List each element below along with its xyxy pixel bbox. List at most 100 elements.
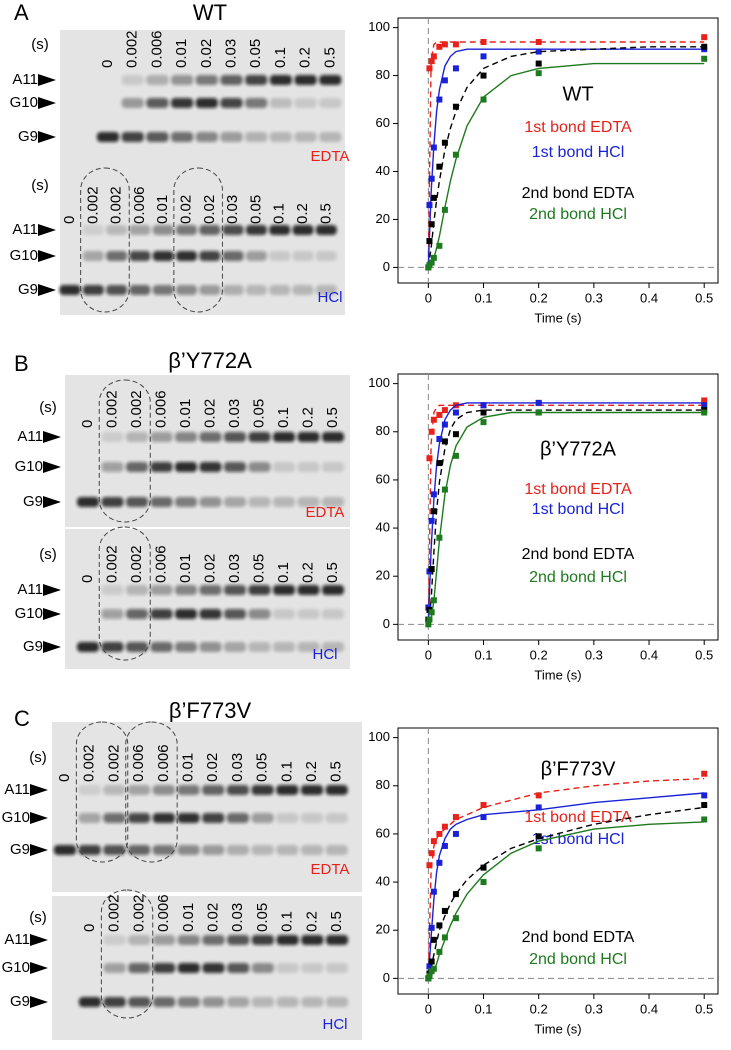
lane-label: 0.006: [155, 894, 172, 932]
legend-entry: 1st bond HCl: [532, 501, 625, 518]
lane-label: 0.002: [106, 894, 123, 932]
data-point: [430, 936, 437, 943]
gel-band: [202, 935, 225, 945]
gel-band: [101, 585, 124, 595]
x-tick-label: 0.5: [695, 290, 713, 305]
gel-band: [223, 432, 247, 442]
gel-band: [170, 75, 194, 85]
data-point: [452, 41, 459, 48]
gel-band: [251, 845, 274, 855]
data-point: [441, 823, 448, 830]
y-tick-label: 100: [368, 729, 390, 744]
y-tick-label: 40: [376, 520, 390, 535]
gel-band: [325, 997, 349, 1007]
panel-letter: A: [14, 0, 29, 25]
gel-band: [245, 75, 268, 85]
data-point: [452, 830, 459, 837]
band-arrow: [30, 962, 48, 974]
lane-label: 0.02: [204, 753, 221, 782]
gel-band: [294, 132, 317, 142]
lane-label: 0.03: [222, 39, 239, 68]
unit-label: (s): [31, 177, 49, 194]
gel-band: [177, 813, 200, 823]
x-tick-label: 0.2: [530, 647, 548, 662]
gel-band: [199, 225, 221, 235]
data-point: [428, 517, 435, 524]
data-point: [452, 65, 459, 72]
y-tick-label: 60: [376, 115, 390, 130]
gel-band: [127, 785, 151, 795]
gel-band: [301, 963, 324, 973]
lane-label: 0.002: [105, 744, 122, 782]
band-arrow: [43, 431, 61, 443]
legend-entry: 2nd bond EDTA: [522, 185, 635, 202]
gel-band: [78, 997, 102, 1007]
data-point: [426, 862, 433, 869]
gel-band: [101, 642, 124, 652]
data-point: [430, 888, 437, 895]
data-point: [701, 792, 708, 799]
data-point: [436, 534, 443, 541]
data-point: [535, 70, 542, 77]
gel-band: [174, 642, 198, 652]
gel-band: [223, 609, 247, 619]
data-point: [428, 924, 435, 931]
lane-label: 0.1: [272, 47, 289, 68]
lane-label: 0.03: [224, 195, 241, 224]
lane-label: 0.05: [250, 554, 267, 583]
gel-band: [248, 432, 271, 442]
gel-band: [269, 251, 291, 261]
buffer-label: HCl: [323, 1016, 348, 1033]
gel-band: [226, 845, 250, 855]
plot-frame: [397, 373, 719, 641]
gel-band: [103, 813, 126, 823]
data-point: [701, 43, 708, 50]
x-tick-label: 0.3: [585, 1001, 603, 1016]
data-point: [428, 259, 435, 266]
gel-band: [321, 497, 345, 507]
gel-band: [103, 935, 126, 945]
data-point: [436, 460, 443, 467]
gel-band: [121, 98, 144, 108]
lane-label: 0.002: [103, 545, 120, 583]
x-tick-label: 0.2: [530, 290, 548, 305]
gel-band: [325, 813, 348, 823]
y-tick-label: 0: [383, 259, 390, 274]
data-point: [426, 616, 433, 623]
data-point: [480, 802, 487, 809]
data-point: [480, 38, 487, 45]
gel-band: [245, 132, 268, 142]
gel-band: [276, 785, 299, 795]
y-tick-label: 40: [376, 163, 390, 178]
gel-band: [170, 132, 194, 142]
data-point: [428, 175, 435, 182]
lane-label: 0.02: [201, 399, 218, 428]
data-point: [701, 802, 708, 809]
gel-band: [321, 642, 345, 652]
chart-title: β’F773V: [541, 758, 617, 780]
gel-band: [125, 642, 149, 652]
gel-band: [276, 997, 299, 1007]
lane-label: 0.1: [279, 911, 296, 932]
gel-band: [227, 997, 250, 1007]
data-point: [701, 402, 708, 409]
band-arrow: [38, 284, 56, 296]
lane-label: 0.05: [250, 399, 267, 428]
lane-label: 0.03: [229, 753, 246, 782]
data-point: [428, 58, 435, 65]
panel-letter: C: [14, 706, 30, 731]
band-arrow: [43, 641, 61, 653]
gel-band: [245, 251, 267, 261]
band-label: G10: [10, 94, 38, 111]
gel-band: [125, 432, 149, 442]
gel-band: [101, 497, 124, 507]
data-point: [480, 72, 487, 79]
lane-label: 0.2: [299, 407, 316, 428]
gel-band: [103, 785, 126, 795]
lane-label: 0.01: [177, 554, 194, 583]
data-point: [535, 48, 542, 55]
lane-label: 0.01: [154, 195, 171, 224]
gel-band: [321, 432, 345, 442]
gel-image: [52, 722, 362, 892]
lane-label: 0.2: [303, 911, 320, 932]
